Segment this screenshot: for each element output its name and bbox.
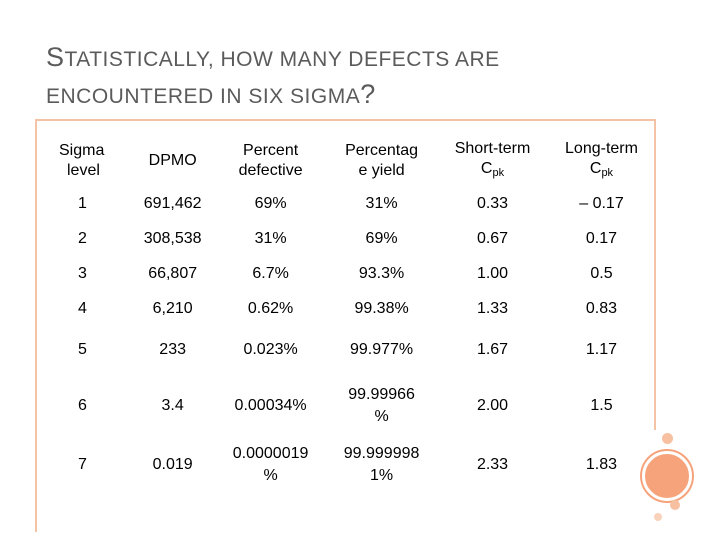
decorative-dot: [670, 500, 680, 510]
cell-sigma: 6: [78, 397, 87, 414]
frame-top-border: [35, 119, 656, 121]
cell-short-term: 2.00: [476, 397, 509, 414]
decorative-circle: [642, 451, 692, 501]
header-short-term-cpk: Short-term Cpk: [454, 140, 531, 179]
decorative-dot: [662, 433, 673, 444]
cell-short-term: 0.67: [476, 229, 509, 247]
cell-sigma: 1: [78, 194, 87, 212]
cell-sigma: 4: [78, 299, 87, 317]
cell-long-term: 0.83: [585, 299, 618, 317]
cell-defective: 31%: [254, 229, 287, 247]
title-line-2: ENCOUNTERED IN SIX SIGMA?: [46, 79, 376, 109]
cell-dpmo: 308,538: [143, 229, 202, 247]
table-row: 2 308,538 31% 69% 0.67 0.17: [49, 221, 655, 256]
cell-dpmo: 3.4: [161, 397, 184, 414]
cell-defective: 0.023%: [243, 341, 298, 358]
frame-right-border: [654, 119, 656, 430]
cell-yield: 99.977%: [349, 341, 414, 358]
cell-short-term: 1.67: [476, 341, 509, 358]
header-percentage-yield: Percentag e yield: [345, 142, 419, 179]
cell-dpmo: 0.019: [152, 456, 193, 473]
cell-long-term: 1.83: [585, 456, 618, 473]
slide-title: STATISTICALLY, HOW MANY DEFECTS ARE ENCO…: [46, 40, 666, 114]
cell-dpmo: 66,807: [148, 264, 198, 282]
cell-sigma: 2: [78, 229, 87, 247]
six-sigma-table: Sigma level DPMO Percent defective Percent…: [49, 136, 655, 492]
cell-sigma: 3: [78, 264, 87, 282]
cell-short-term: 0.33: [476, 194, 509, 212]
title-line-1: STATISTICALLY, HOW MANY DEFECTS ARE: [46, 42, 500, 72]
cell-defective: 0.0000019%: [232, 445, 309, 484]
cell-dpmo: 691,462: [143, 194, 202, 212]
cell-long-term: 1.17: [585, 341, 618, 358]
cell-short-term: 2.33: [476, 456, 509, 473]
table-row: 3 66,807 6.7% 93.3% 1.00 0.5: [49, 256, 655, 291]
cell-dpmo: 6,210: [152, 299, 193, 317]
table-row: 6 3.4 0.00034% 99.99966% 2.00 1.5: [49, 374, 655, 438]
cell-yield: 69%: [365, 229, 398, 247]
cell-defective: 69%: [254, 194, 287, 212]
cell-defective: 0.00034%: [234, 397, 307, 414]
table-row: 5 233 0.023% 99.977% 1.67 1.17: [49, 326, 655, 374]
header-sigma-level: Sigma level: [59, 142, 105, 179]
header-dpmo: DPMO: [148, 152, 197, 169]
cell-defective: 6.7%: [252, 264, 289, 282]
cell-sigma: 5: [78, 341, 87, 358]
table-row: 7 0.019 0.0000019% 99.999998 1% 2.33 1.83: [49, 438, 655, 492]
cell-yield: 31%: [365, 194, 398, 212]
cell-defective: 0.62%: [247, 299, 294, 317]
header-percent-defective: Percent defective: [238, 142, 303, 179]
cell-dpmo: 233: [159, 341, 186, 358]
cell-long-term: 0.17: [585, 229, 618, 247]
cell-long-term: 0.5: [590, 264, 613, 282]
cell-short-term: 1.00: [476, 264, 509, 282]
header-long-term-cpk: Long-term Cpk: [565, 140, 638, 179]
cell-short-term: 1.33: [476, 299, 509, 317]
cell-yield: 99.38%: [354, 299, 409, 317]
cell-yield: 99.99966%: [348, 386, 415, 425]
cell-yield: 99.999998 1%: [343, 445, 420, 484]
cell-yield: 93.3%: [358, 264, 405, 282]
table-header-row: Sigma level DPMO Percent defective Percent…: [49, 136, 655, 186]
frame-left-border: [35, 119, 37, 532]
cell-long-term: 1.5: [590, 397, 613, 414]
decorative-dot: [654, 513, 662, 521]
cell-sigma: 7: [78, 456, 87, 473]
table-row: 1 691,462 69% 31% 0.33 – 0.17: [49, 186, 655, 221]
table-row: 4 6,210 0.62% 99.38% 1.33 0.83: [49, 291, 655, 326]
cell-long-term: – 0.17: [579, 194, 624, 212]
